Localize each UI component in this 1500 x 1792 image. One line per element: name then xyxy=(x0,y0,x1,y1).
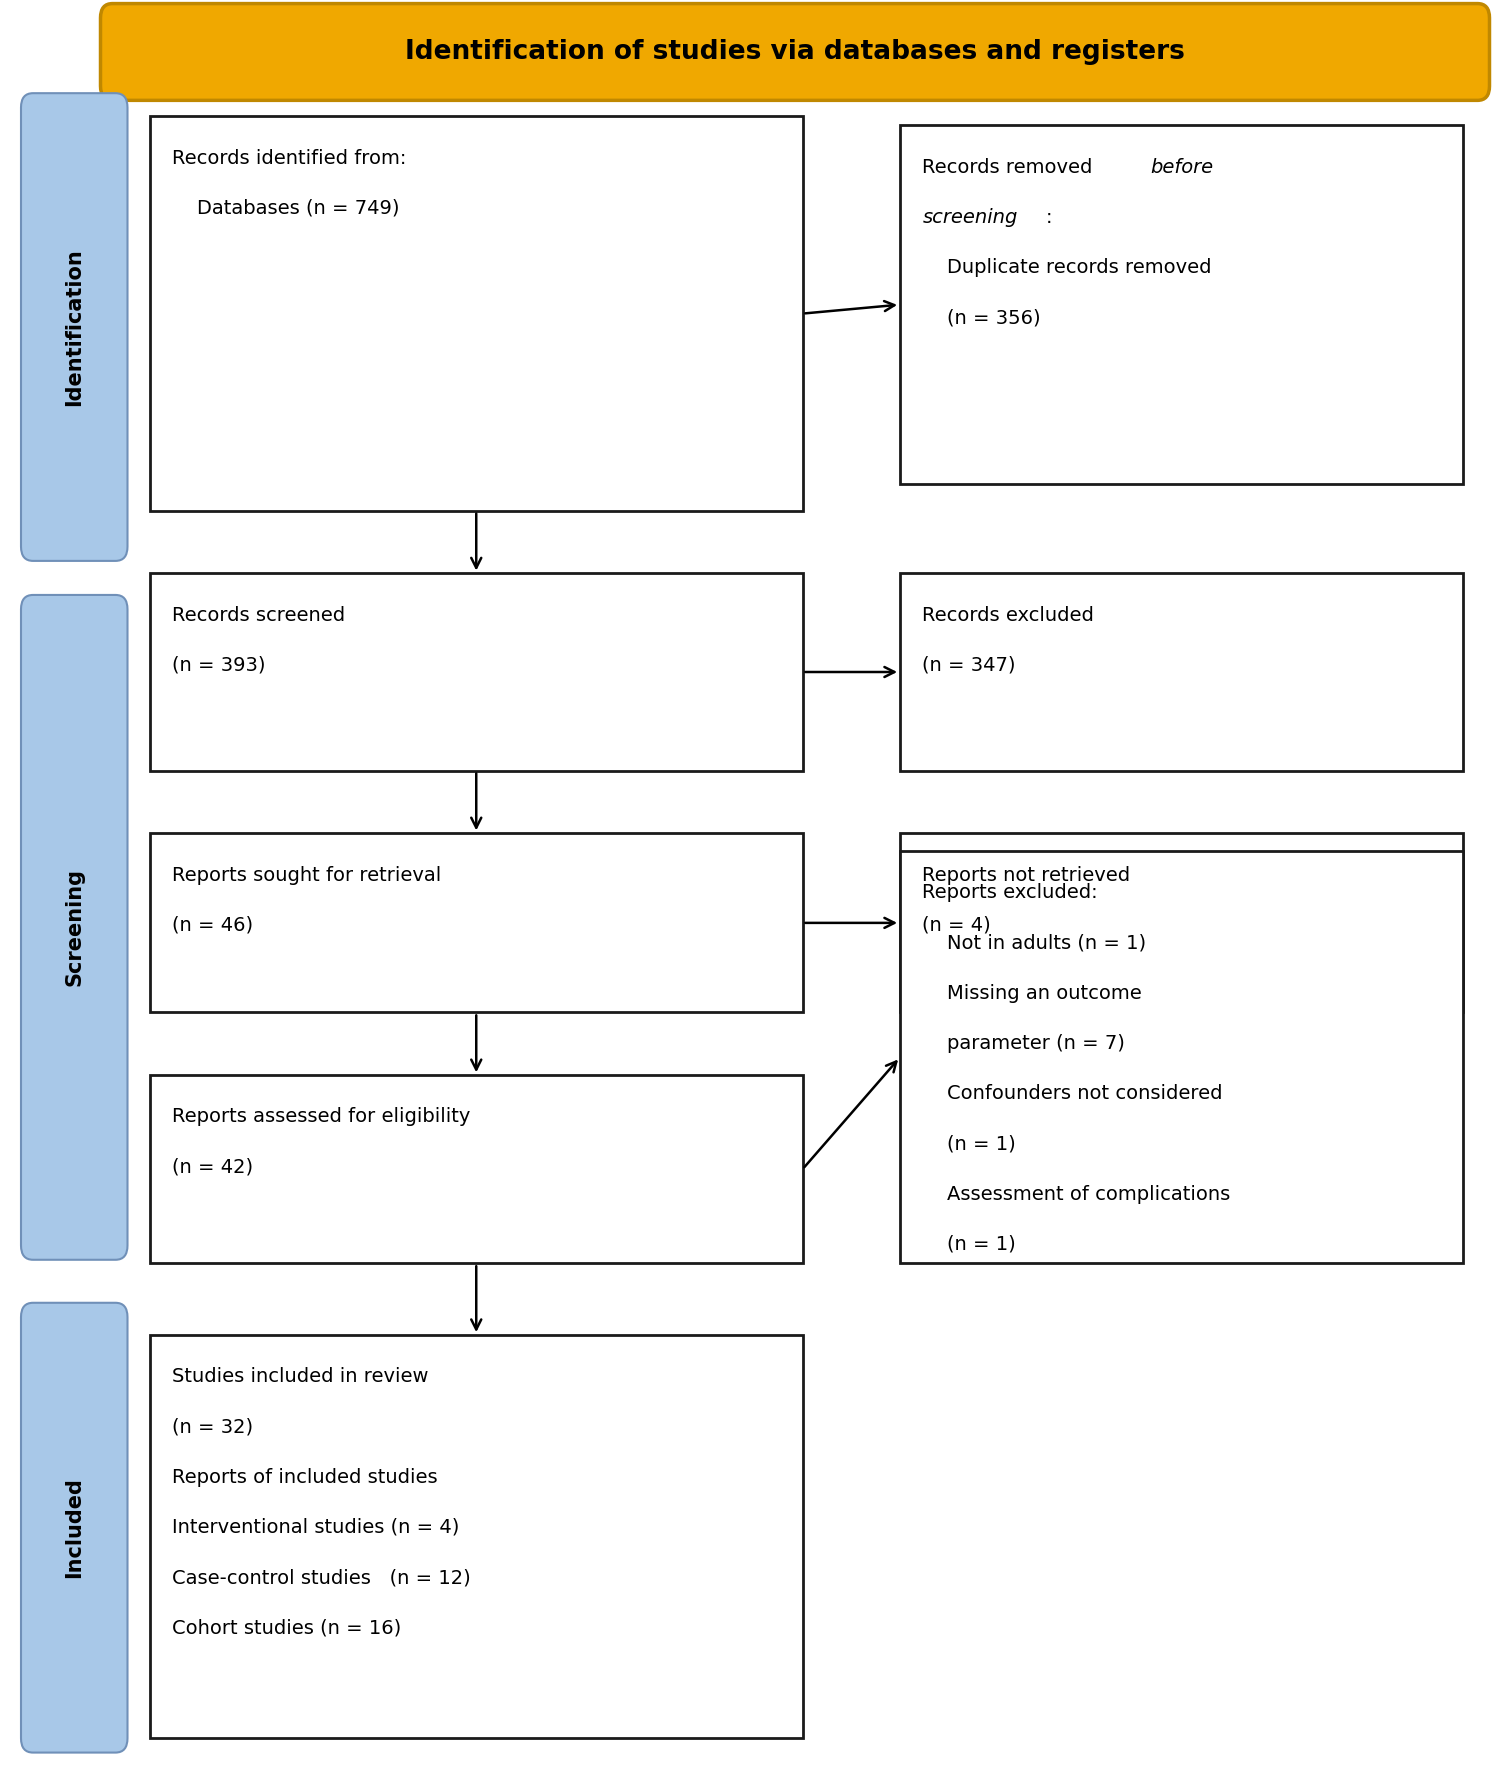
Text: Databases (n = 749): Databases (n = 749) xyxy=(172,199,400,219)
Text: Records excluded: Records excluded xyxy=(922,606,1095,625)
Text: Confounders not considered: Confounders not considered xyxy=(922,1084,1222,1104)
Text: Missing an outcome: Missing an outcome xyxy=(922,984,1143,1004)
Text: before: before xyxy=(1150,158,1214,177)
FancyBboxPatch shape xyxy=(21,1303,128,1753)
FancyBboxPatch shape xyxy=(21,595,128,1260)
Bar xyxy=(150,116,803,511)
Bar xyxy=(150,833,803,1012)
Text: Reports of included studies: Reports of included studies xyxy=(172,1468,438,1487)
Text: Screening: Screening xyxy=(64,869,84,986)
Text: (n = 1): (n = 1) xyxy=(922,1134,1017,1154)
Text: (n = 32): (n = 32) xyxy=(172,1417,254,1437)
Text: (n = 356): (n = 356) xyxy=(922,308,1041,328)
Text: Reports not retrieved: Reports not retrieved xyxy=(922,866,1131,885)
Text: (n = 1): (n = 1) xyxy=(922,1235,1017,1254)
Text: Records removed: Records removed xyxy=(922,158,1100,177)
Text: Studies included in review: Studies included in review xyxy=(172,1367,429,1387)
Bar xyxy=(150,1075,803,1263)
Text: Not in adults (n = 1): Not in adults (n = 1) xyxy=(922,934,1146,953)
Text: Included: Included xyxy=(64,1477,84,1579)
Text: Duplicate records removed: Duplicate records removed xyxy=(922,258,1212,278)
FancyBboxPatch shape xyxy=(100,4,1490,100)
Text: Reports assessed for eligibility: Reports assessed for eligibility xyxy=(172,1107,471,1127)
Text: Cohort studies (n = 16): Cohort studies (n = 16) xyxy=(172,1618,402,1638)
Bar xyxy=(150,573,803,771)
Text: parameter (n = 7): parameter (n = 7) xyxy=(922,1034,1125,1054)
Text: Records identified from:: Records identified from: xyxy=(172,149,406,168)
Text: Reports sought for retrieval: Reports sought for retrieval xyxy=(172,866,441,885)
Text: (n = 393): (n = 393) xyxy=(172,656,266,676)
Text: (n = 347): (n = 347) xyxy=(922,656,1016,676)
Text: Assessment of complications: Assessment of complications xyxy=(922,1185,1230,1204)
Bar xyxy=(900,833,1462,1012)
Text: Case-control studies   (n = 12): Case-control studies (n = 12) xyxy=(172,1568,471,1588)
FancyBboxPatch shape xyxy=(21,93,128,561)
Text: Interventional studies (n = 4): Interventional studies (n = 4) xyxy=(172,1518,460,1538)
Bar xyxy=(150,1335,803,1738)
Text: Identification of studies via databases and registers: Identification of studies via databases … xyxy=(405,39,1185,65)
Text: (n = 46): (n = 46) xyxy=(172,916,254,935)
Text: (n = 4): (n = 4) xyxy=(922,916,992,935)
Bar xyxy=(900,573,1462,771)
Text: screening: screening xyxy=(922,208,1019,228)
Text: :: : xyxy=(1046,208,1052,228)
Text: (n = 42): (n = 42) xyxy=(172,1158,254,1177)
Text: Records screened: Records screened xyxy=(172,606,345,625)
Text: Reports excluded:: Reports excluded: xyxy=(922,883,1098,903)
Bar xyxy=(900,125,1462,484)
Text: Identification: Identification xyxy=(64,247,84,407)
Bar xyxy=(900,851,1462,1263)
